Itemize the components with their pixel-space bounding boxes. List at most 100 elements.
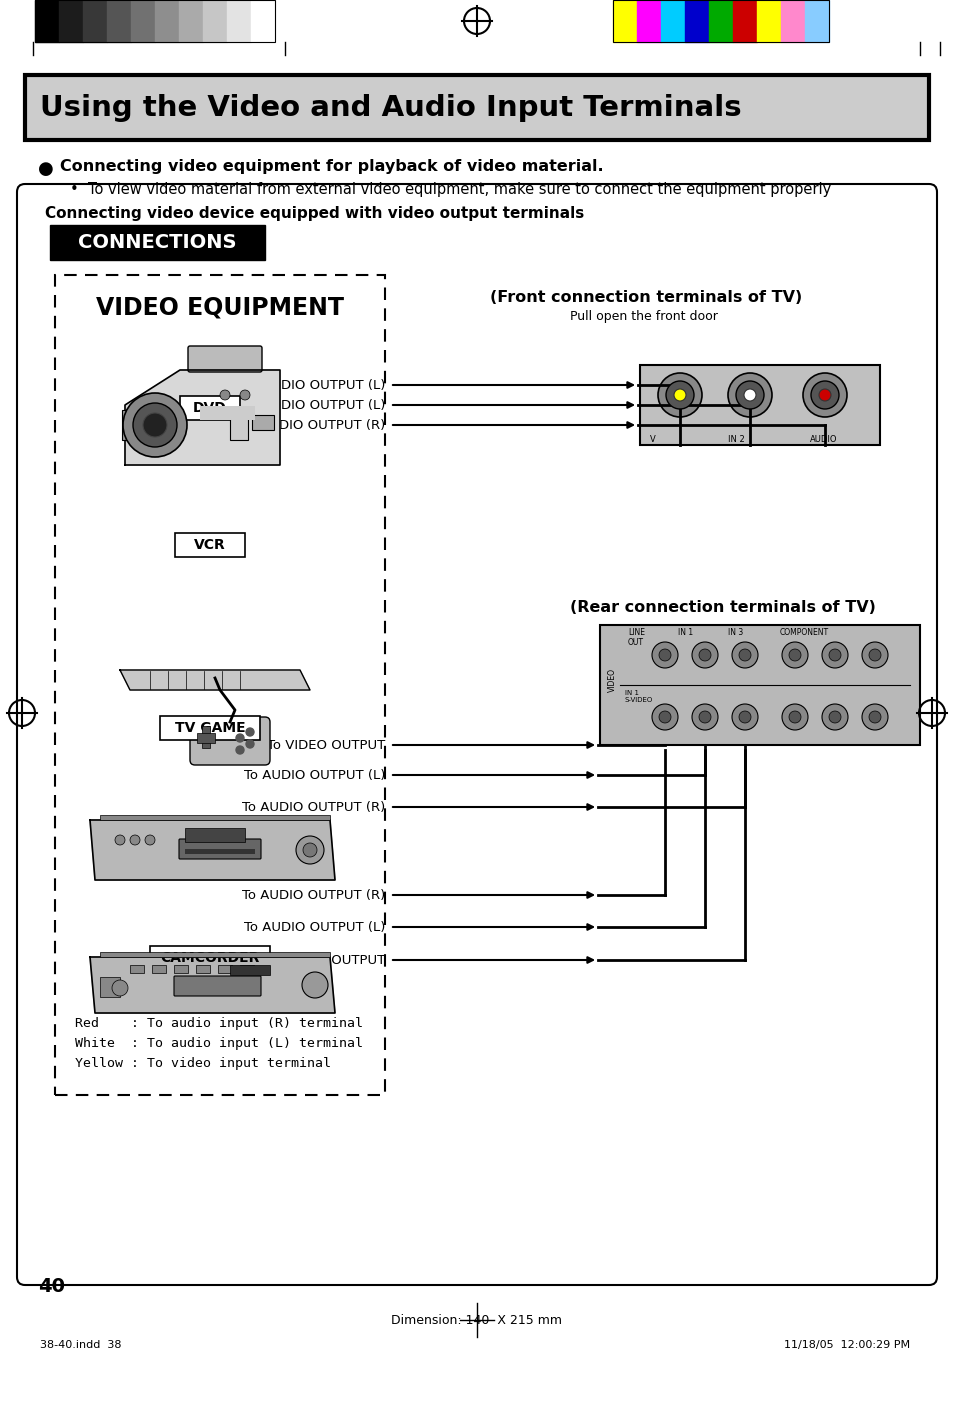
Text: Yellow : To video input terminal: Yellow : To video input terminal: [75, 1057, 331, 1070]
Circle shape: [862, 704, 887, 730]
Circle shape: [659, 711, 670, 722]
Circle shape: [303, 844, 316, 856]
Circle shape: [727, 373, 771, 418]
Circle shape: [691, 704, 718, 730]
Circle shape: [810, 380, 838, 409]
Text: (Rear connection terminals of TV): (Rear connection terminals of TV): [569, 600, 875, 616]
Circle shape: [828, 711, 841, 722]
Circle shape: [235, 734, 244, 742]
Text: To AUDIO OUTPUT (R): To AUDIO OUTPUT (R): [241, 419, 385, 432]
Bar: [200, 406, 254, 420]
FancyBboxPatch shape: [179, 839, 261, 859]
Circle shape: [739, 711, 750, 722]
FancyBboxPatch shape: [173, 976, 261, 996]
Text: White  : To audio input (L) terminal: White : To audio input (L) terminal: [75, 1037, 363, 1050]
Text: VCR: VCR: [193, 539, 226, 551]
Bar: [781, 0, 804, 41]
Circle shape: [295, 836, 324, 864]
Circle shape: [112, 980, 128, 996]
Text: ●: ●: [38, 160, 53, 178]
Bar: [35, 0, 59, 41]
Text: 40: 40: [38, 1277, 65, 1295]
Bar: [708, 0, 732, 41]
Text: VIDEO: VIDEO: [607, 668, 617, 693]
Bar: [660, 0, 684, 41]
Text: CONNECTIONS: CONNECTIONS: [78, 234, 236, 252]
Text: Pull open the front door: Pull open the front door: [569, 311, 717, 323]
Text: Using the Video and Audio Input Terminals: Using the Video and Audio Input Terminal…: [40, 94, 740, 121]
Bar: [757, 0, 781, 41]
Text: To AUDIO OUTPUT (L): To AUDIO OUTPUT (L): [243, 768, 385, 781]
Bar: [83, 0, 107, 41]
Text: 11/18/05  12:00:29 PM: 11/18/05 12:00:29 PM: [783, 1340, 909, 1349]
Bar: [107, 0, 131, 41]
Text: Connecting video device equipped with video output terminals: Connecting video device equipped with vi…: [45, 207, 583, 221]
Bar: [639, 365, 879, 445]
Bar: [195, 965, 210, 973]
Bar: [59, 0, 83, 41]
Bar: [252, 415, 274, 430]
Polygon shape: [90, 819, 335, 881]
Bar: [196, 732, 214, 742]
Bar: [185, 828, 245, 842]
Text: TV GAME: TV GAME: [174, 721, 245, 735]
Circle shape: [115, 835, 125, 845]
Bar: [131, 0, 154, 41]
Bar: [599, 626, 919, 745]
Text: To AUDIO OUTPUT (R): To AUDIO OUTPUT (R): [241, 889, 385, 902]
FancyBboxPatch shape: [190, 717, 270, 765]
Bar: [100, 978, 120, 997]
Bar: [185, 849, 254, 854]
Bar: [251, 0, 274, 41]
Bar: [130, 965, 144, 973]
Circle shape: [731, 704, 758, 730]
Bar: [613, 0, 828, 41]
Bar: [150, 946, 270, 970]
Circle shape: [130, 835, 140, 845]
Circle shape: [699, 648, 710, 661]
Bar: [202, 725, 210, 748]
Bar: [240, 965, 253, 973]
Circle shape: [828, 648, 841, 661]
Circle shape: [743, 389, 755, 400]
Circle shape: [818, 389, 830, 400]
Text: V: V: [649, 435, 655, 445]
Bar: [100, 952, 330, 958]
Text: AUDIO: AUDIO: [809, 435, 837, 445]
Circle shape: [143, 413, 167, 437]
Text: VIDEO EQUIPMENT: VIDEO EQUIPMENT: [96, 295, 344, 319]
Circle shape: [788, 648, 801, 661]
Text: To AUDIO OUTPUT (R): To AUDIO OUTPUT (R): [241, 801, 385, 814]
Text: To VIDEO OUTPUT: To VIDEO OUTPUT: [267, 738, 385, 751]
Text: Red    : To audio input (R) terminal: Red : To audio input (R) terminal: [75, 1017, 363, 1030]
Circle shape: [731, 643, 758, 668]
Bar: [160, 715, 260, 740]
Text: IN 2: IN 2: [727, 435, 744, 445]
Bar: [684, 0, 708, 41]
Circle shape: [735, 380, 763, 409]
Bar: [804, 0, 828, 41]
Bar: [230, 410, 248, 440]
Circle shape: [868, 648, 880, 661]
Text: •  To view video material from external video equipment, make sure to connect th: • To view video material from external v…: [70, 182, 830, 197]
Text: Connecting video equipment for playback of video material.: Connecting video equipment for playback …: [60, 160, 603, 174]
Text: COMPONENT: COMPONENT: [780, 628, 828, 637]
Circle shape: [862, 643, 887, 668]
FancyBboxPatch shape: [17, 184, 936, 1285]
Circle shape: [123, 393, 187, 457]
Bar: [122, 410, 130, 440]
Bar: [50, 225, 265, 259]
Bar: [100, 815, 330, 819]
Text: To AUDIO OUTPUT (L): To AUDIO OUTPUT (L): [243, 379, 385, 392]
Circle shape: [302, 972, 328, 997]
Bar: [227, 0, 251, 41]
Circle shape: [651, 643, 678, 668]
Circle shape: [821, 643, 847, 668]
Text: DVD: DVD: [193, 400, 227, 415]
Polygon shape: [125, 370, 280, 465]
Text: LINE
OUT: LINE OUT: [627, 628, 644, 647]
Bar: [732, 0, 757, 41]
Bar: [35, 0, 274, 41]
Circle shape: [788, 711, 801, 722]
Circle shape: [145, 835, 154, 845]
